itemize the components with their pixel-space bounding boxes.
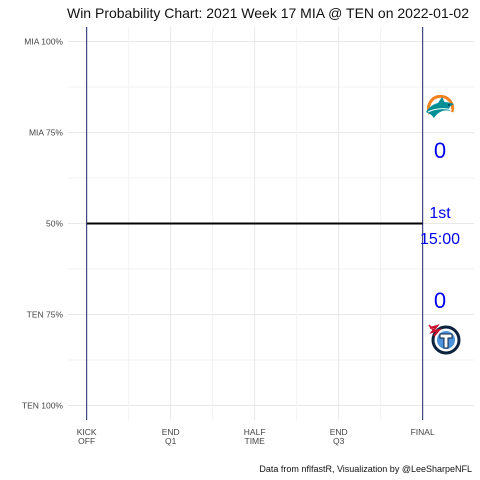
x-axis-ticks: KICK OFF END Q1 HALF TIME END Q3 FINAL [77, 427, 435, 446]
chart-title: Win Probability Chart: 2021 Week 17 MIA … [67, 5, 469, 21]
titans-logo [428, 324, 461, 355]
away-score: 0 [434, 138, 446, 163]
x-tick-label: FINAL [411, 427, 435, 437]
y-tick-label: MIA 75% [29, 128, 63, 138]
x-tick-label: END Q1 [162, 427, 180, 446]
y-tick-label: TEN 75% [27, 309, 64, 319]
dolphin-logo [426, 94, 455, 118]
game-quarter: 1st [429, 205, 451, 222]
x-tick-label: KICK OFF [77, 427, 97, 446]
x-tick-label: HALF TIME [244, 427, 266, 446]
y-tick-label: 50% [46, 219, 63, 229]
x-tick-label: END Q3 [330, 427, 348, 446]
chart-caption: Data from nflfastR, Visualization by @Le… [259, 464, 472, 474]
y-axis-ticks: MIA 100% MIA 75% 50% TEN 75% TEN 100% [22, 37, 64, 411]
y-tick-label: TEN 100% [22, 400, 64, 410]
y-tick-label: MIA 100% [24, 37, 63, 47]
game-clock: 15:00 [420, 231, 460, 248]
home-score: 0 [434, 288, 446, 313]
